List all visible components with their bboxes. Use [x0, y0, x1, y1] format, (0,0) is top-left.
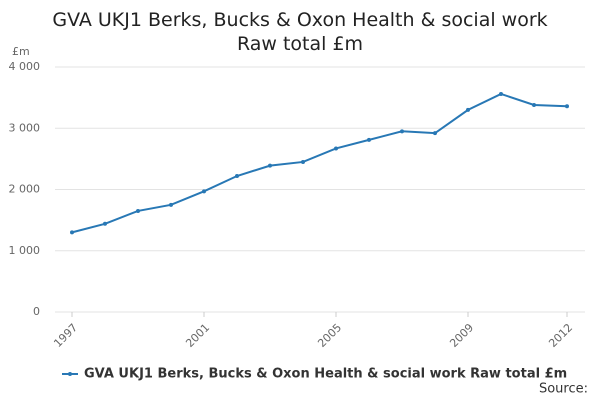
point: [103, 221, 107, 226]
point: [301, 159, 305, 164]
point: [367, 137, 371, 142]
source: Source:: [539, 382, 588, 397]
point: [532, 102, 536, 107]
point: [334, 146, 338, 151]
chart-title: GVA UKJ1 Berks, Bucks & Oxon Health & so…: [52, 9, 548, 55]
point: [499, 91, 503, 96]
x-tick-label: 2005: [315, 321, 344, 350]
x-tick-label: 1997: [51, 321, 80, 350]
point: [136, 208, 140, 213]
line: [71, 92, 568, 234]
y-tick-label: 2 000: [9, 183, 41, 196]
point: [268, 163, 272, 168]
point: [169, 202, 173, 207]
x-tick-label: 2012: [546, 321, 575, 350]
point: [70, 230, 74, 235]
legend-marker: [68, 372, 72, 376]
y-axis-label: £m: [12, 45, 30, 58]
y-tick-label: 1 000: [9, 244, 41, 257]
point: [400, 129, 404, 134]
point: [565, 104, 569, 109]
y-tick-label: 4 000: [9, 60, 41, 73]
point: [466, 107, 470, 112]
y-tick-label: 0: [33, 305, 40, 318]
y-tick-label: 3 000: [9, 121, 41, 134]
legend-label: GVA UKJ1 Berks, Bucks & Oxon Health & so…: [84, 367, 567, 382]
point: [235, 174, 239, 179]
x-tick-label: 2009: [447, 321, 476, 350]
x-tick-label: 2001: [183, 321, 212, 350]
point: [202, 189, 206, 194]
point: [433, 131, 437, 136]
